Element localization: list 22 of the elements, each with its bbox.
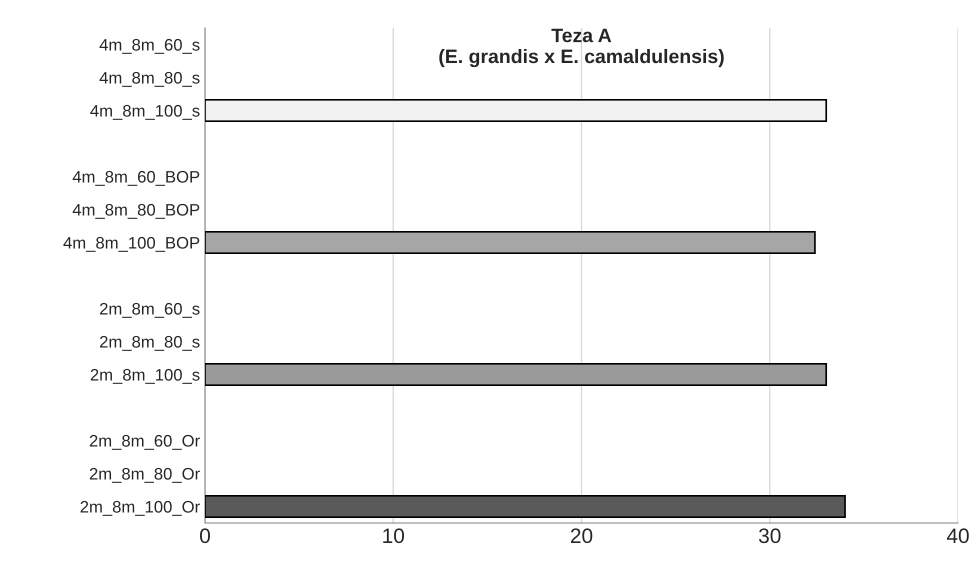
- y-tick-label: 2m_8m_60_Or: [90, 434, 200, 450]
- y-tick-label: 4m_8m_100_BOP: [63, 236, 200, 252]
- y-tick-label: 2m_8m_80_Or: [90, 468, 200, 483]
- x-tick-label: 30: [758, 528, 781, 544]
- text: Teza A (E. grandis x E. camaldulensis): [439, 28, 724, 68]
- x-tick-label: 20: [570, 528, 592, 544]
- x-tick-label: 40: [946, 528, 969, 544]
- y-tick-label: 4m_8m_80_BOP: [72, 204, 200, 219]
- y-tick-label: 2m_8m_60_s: [100, 302, 200, 318]
- x-tick-label: 0: [200, 528, 210, 544]
- bar: [205, 362, 828, 386]
- y-tick-label: 4m_8m_100_s: [90, 104, 200, 120]
- bar: [205, 230, 816, 254]
- y-tick-label: 4m_8m_60_BOP: [72, 170, 200, 186]
- y-tick-label: 2m_8m_80_s: [100, 336, 200, 351]
- bar: [205, 98, 828, 122]
- bar: [205, 494, 846, 518]
- y-tick-label: 4m_8m_80_s: [100, 72, 200, 87]
- y-tick-label: 4m_8m_60_s: [100, 38, 200, 54]
- x-tick-label: 10: [383, 528, 404, 544]
- y-tick-label: 2m_8m_100_s: [90, 368, 200, 384]
- y-tick-label: 2m_8m_100_Or: [80, 500, 200, 516]
